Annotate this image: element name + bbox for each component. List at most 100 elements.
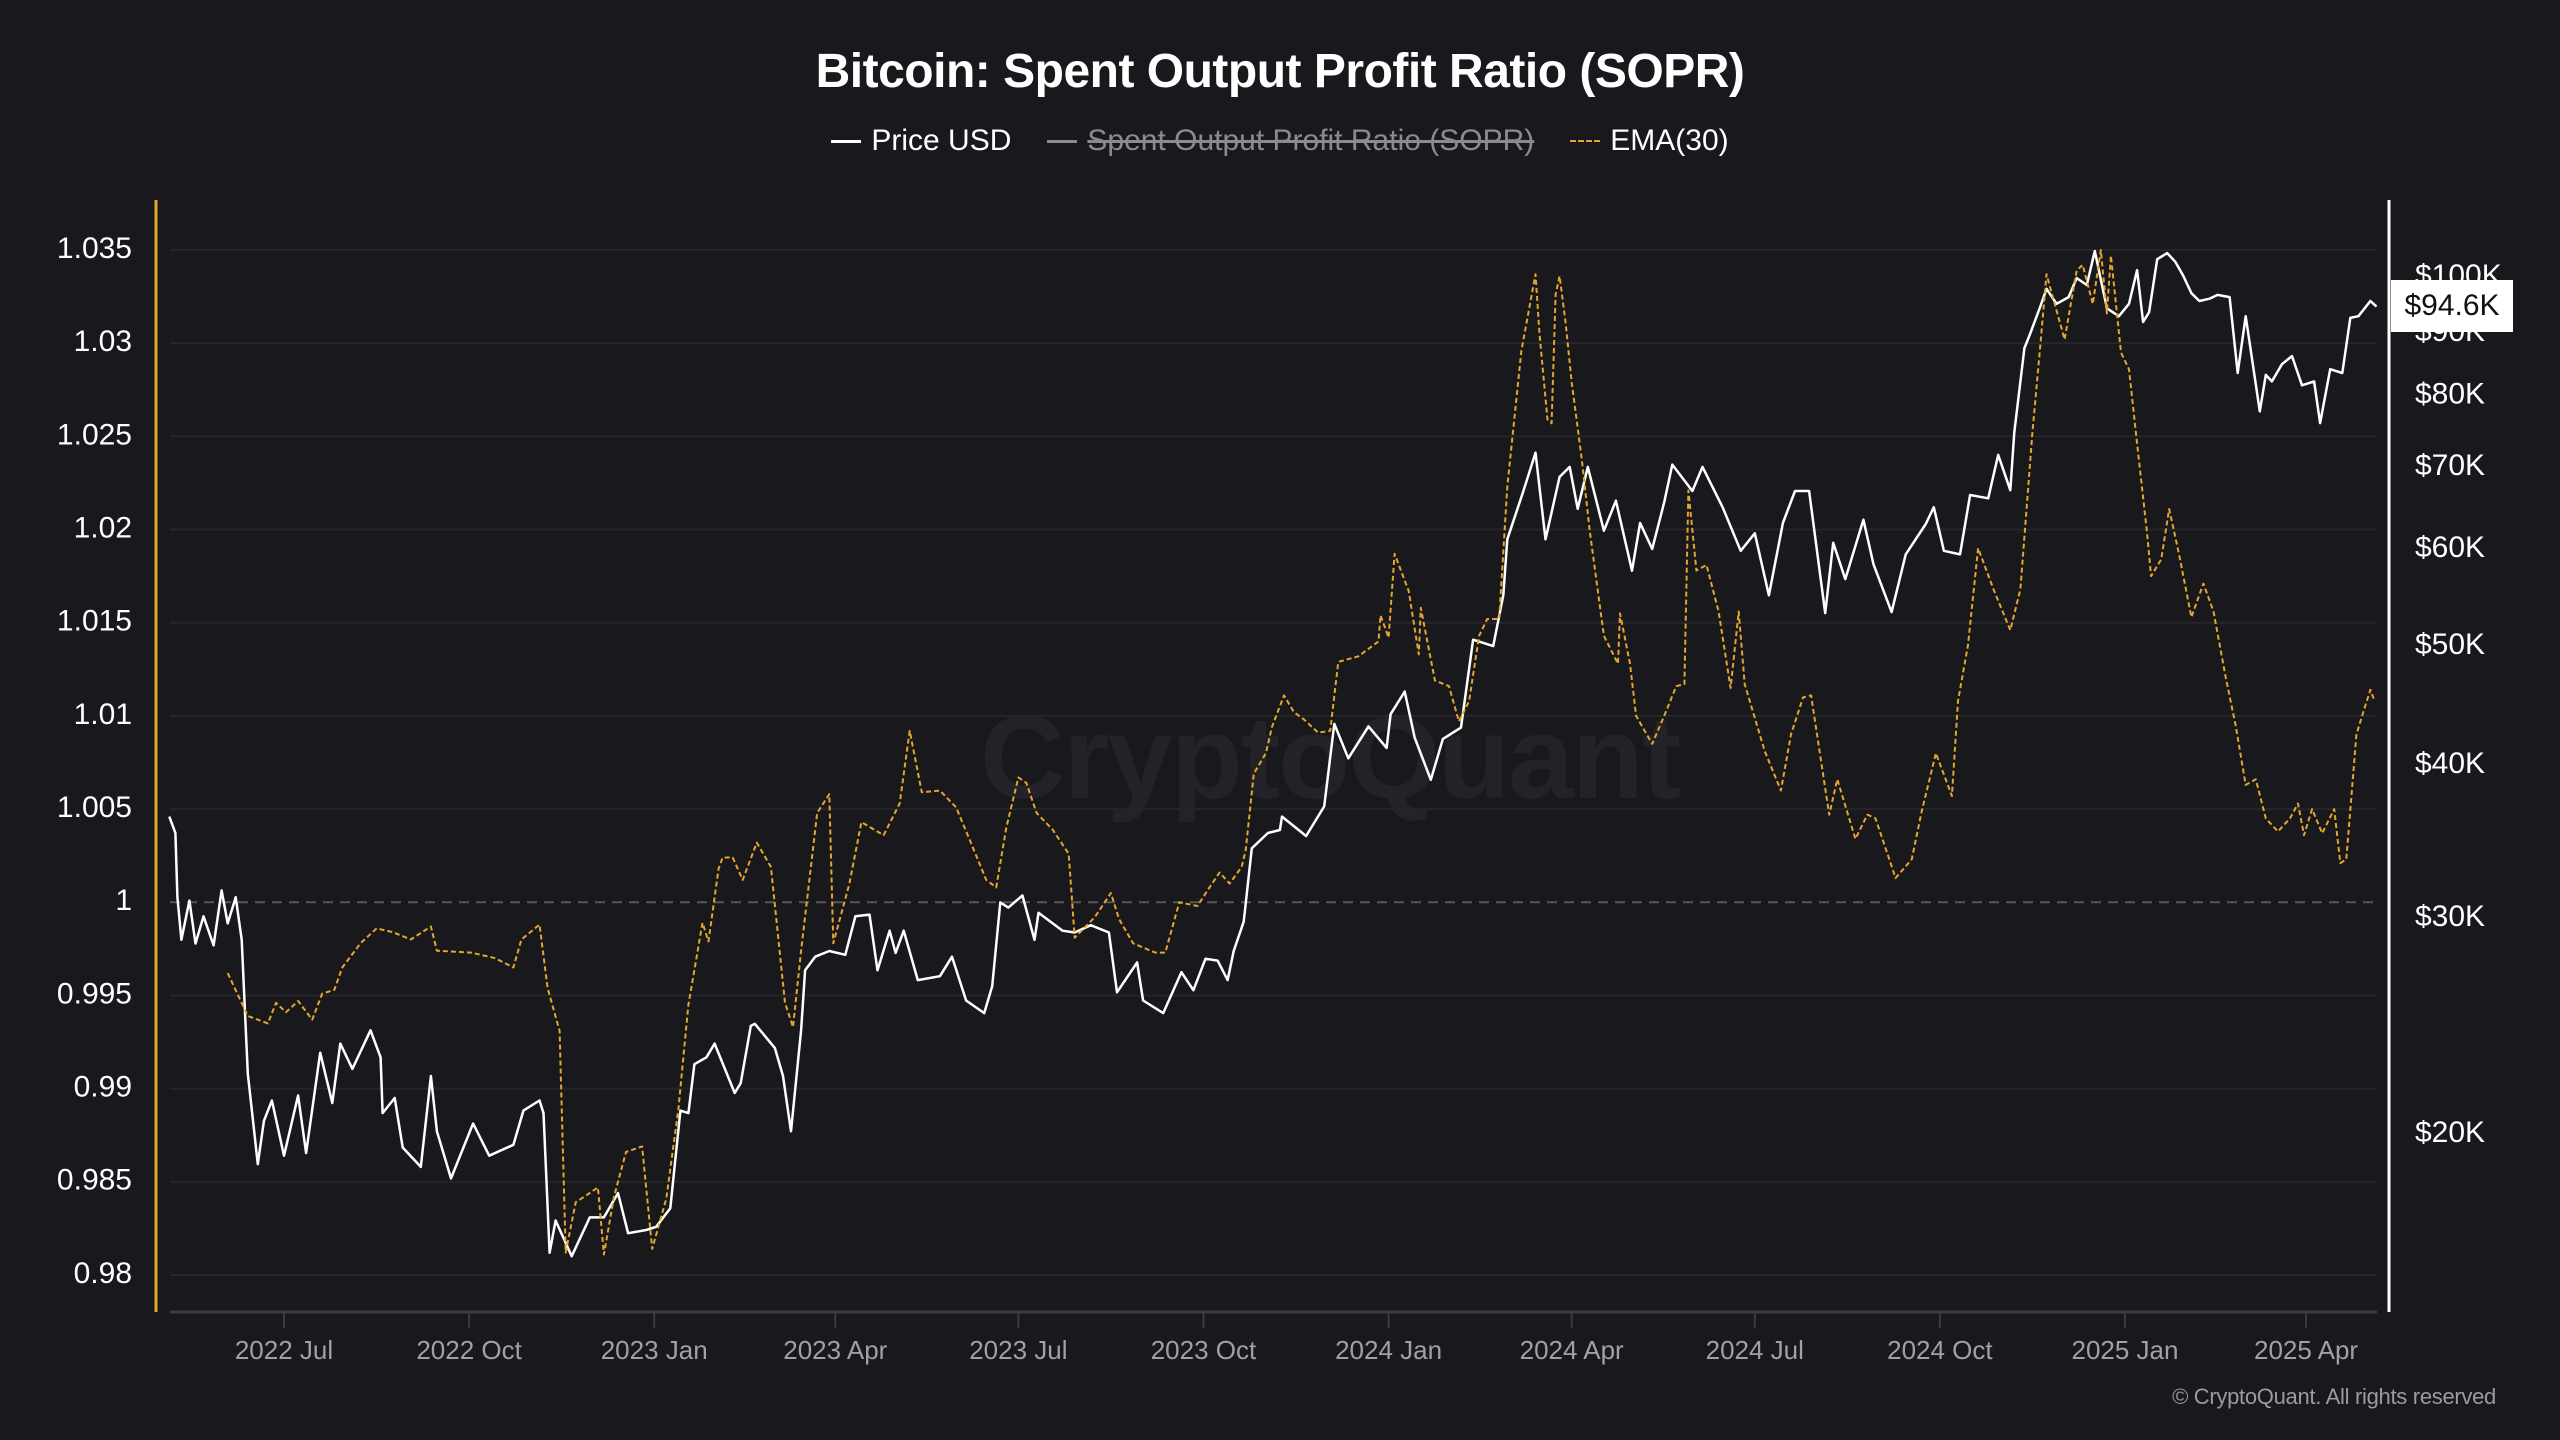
data-point [708,941,709,942]
data-point [513,1144,514,1145]
legend-swatch-price-icon [831,139,862,143]
data-point [1672,464,1673,465]
data-point [2271,381,2272,382]
data-point [402,1147,403,1148]
data-point [283,1155,284,1156]
data-point [1108,932,1109,933]
data-point [1460,727,1461,728]
data-point [1034,939,1035,940]
data-point [1811,695,1812,696]
data-point [2245,316,2246,317]
data-point [2229,297,2230,298]
data-point [430,926,431,927]
data-point [889,930,890,931]
data-point [1833,542,1834,543]
legend-swatch-sopr-icon [1047,139,1078,143]
data-point [1118,918,1119,919]
data-point [2100,249,2101,250]
data-point [2046,274,2047,275]
data-point [1163,1013,1164,1014]
data-point [1006,827,1007,828]
data-point [2265,818,2266,819]
data-point [1116,992,1117,993]
data-point [257,1164,258,1165]
data-point [1664,502,1665,503]
data-point [1394,553,1395,554]
data-point [1251,848,1252,849]
data-point [1324,806,1325,807]
data-point [2213,611,2214,612]
data-point [1197,905,1198,906]
data-point [1845,579,1846,580]
data-point [2203,583,2204,584]
data-point [2092,303,2093,304]
data-point [1330,730,1331,731]
data-point [939,790,940,791]
data-point [1094,917,1095,918]
data-point [547,987,548,988]
data-point [1245,850,1246,851]
right-axis-tick-label: $80K [2415,378,2485,411]
data-point [1744,684,1745,685]
data-point [1636,715,1637,716]
data-point [2082,264,2083,265]
data-point [688,1004,689,1005]
data-point [436,1131,437,1132]
data-point [332,1102,333,1103]
data-point [1688,490,1689,491]
right-axis-tick-label: $60K [2415,531,2485,564]
data-point [1281,816,1282,817]
data-point [2350,317,2351,318]
data-point [1998,454,1999,455]
data-point [883,835,884,836]
data-point [436,950,437,951]
data-point [855,916,856,917]
data-point [1155,952,1156,953]
data-point [2356,734,2357,735]
data-point [169,816,170,817]
data-point [320,1052,321,1053]
data-point [1603,635,1604,636]
legend-item-price-usd[interactable]: Price USD [831,124,1011,158]
data-point [770,866,771,867]
data-point [2157,259,2158,260]
data-point [1718,611,1719,612]
data-point [2320,423,2321,424]
data-point [1875,818,1876,819]
data-point [970,840,971,841]
data-point [829,794,830,795]
data-point [571,1256,572,1257]
legend-item-sopr[interactable]: Spent Output Profit Ratio (SOPR) [1047,124,1534,158]
data-point [694,1064,695,1065]
data-point [1754,533,1755,534]
data-point [1780,790,1781,791]
data-point [1565,322,1566,323]
data-point [603,1217,604,1218]
current-price-badge: $94.6K [2391,280,2513,332]
data-point [2032,432,2033,433]
data-point [1368,726,1369,727]
data-point [734,1092,735,1093]
data-point [589,1217,590,1218]
legend-item-ema30[interactable]: EMA(30) [1570,124,1729,158]
data-point [782,1075,783,1076]
data-point [1837,779,1838,780]
data-point [1521,350,1522,351]
data-point [1829,814,1830,815]
series-line [226,249,2376,1256]
data-point [1768,595,1769,596]
data-point [2376,306,2377,307]
data-point [1062,930,1063,931]
legend-swatch-ema-icon [1570,140,1601,142]
data-point [1279,829,1280,830]
data-point [1603,530,1604,531]
data-point [2010,630,2011,631]
data-point [2020,589,2021,590]
data-point [1193,990,1194,991]
data-point [1587,466,1588,467]
data-point [951,956,952,957]
data-point [2040,343,2041,344]
data-point [1873,564,1874,565]
data-point [489,1155,490,1156]
data-point [2301,385,2302,386]
